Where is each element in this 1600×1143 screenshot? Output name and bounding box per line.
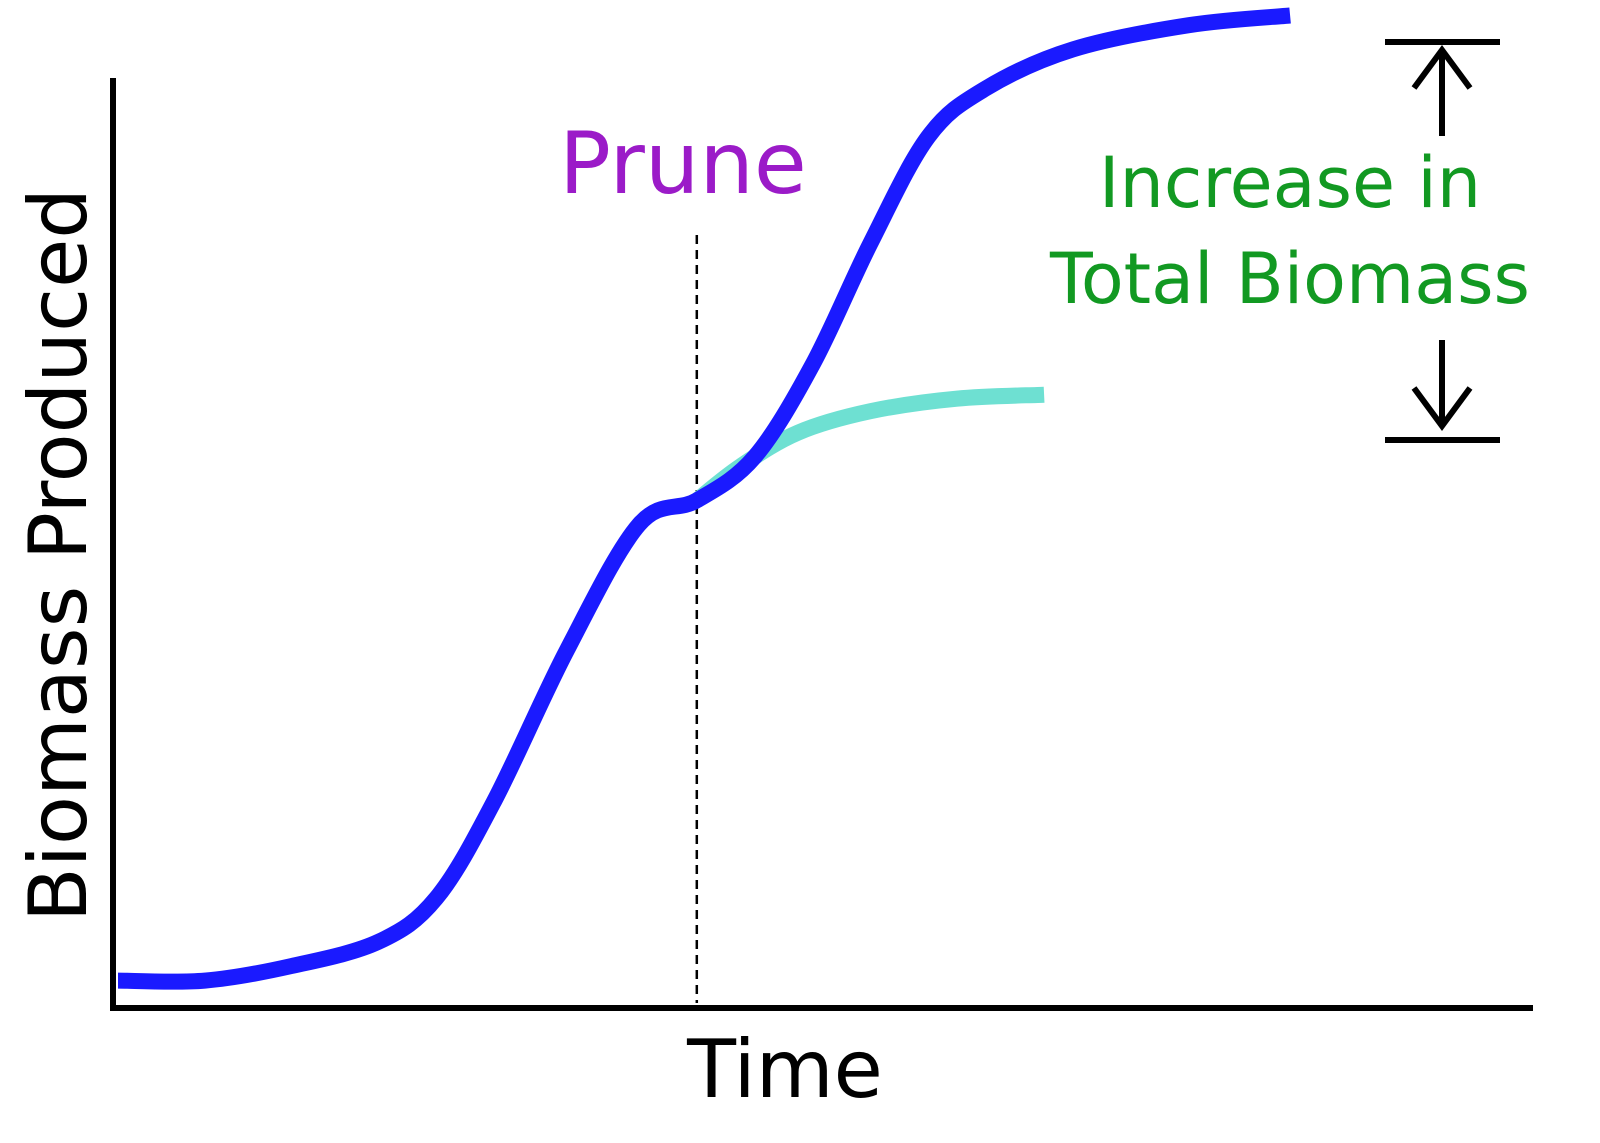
down-arrowhead-icon bbox=[1411, 386, 1473, 432]
increase-marker bbox=[1385, 39, 1500, 443]
series-line-with-pruning bbox=[117, 7, 1291, 990]
increase-label-line-1: Increase in bbox=[1099, 142, 1481, 224]
increase-label-line-2: Total Biomass bbox=[1049, 238, 1530, 320]
x-axis-label: Time bbox=[686, 1023, 883, 1116]
series-line-without-pruning bbox=[691, 386, 1045, 507]
prune-label: Prune bbox=[559, 114, 807, 214]
series-layer bbox=[117, 7, 1291, 990]
axes bbox=[110, 78, 1533, 1011]
y-axis-label: Biomass Produced bbox=[12, 188, 105, 922]
up-arrowhead-icon bbox=[1411, 44, 1473, 90]
